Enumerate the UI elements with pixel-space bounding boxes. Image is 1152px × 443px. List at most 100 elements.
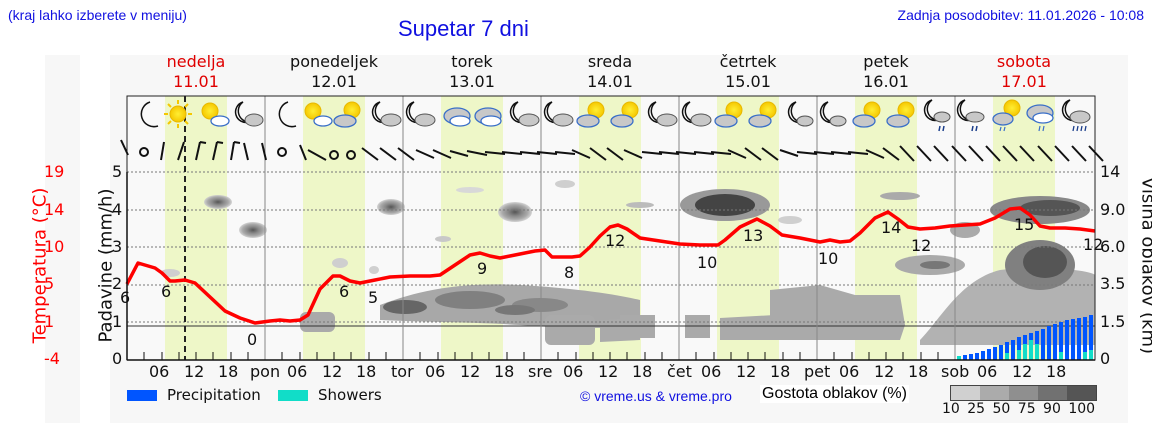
moon-icon — [278, 101, 297, 128]
precipitation-swatch — [127, 390, 157, 401]
temp-tick: -4 — [44, 349, 60, 368]
temp-label: 6 — [339, 282, 349, 301]
cloud-tick: 9.0 — [1100, 200, 1126, 219]
moon-cloud-icon — [509, 101, 540, 127]
sun-cloud-icon — [748, 101, 777, 128]
moon-icon — [140, 101, 159, 128]
x-tick: 18 — [908, 362, 929, 381]
sun-cloud-icon — [714, 101, 743, 128]
cloud-rain-icon — [1026, 104, 1054, 132]
precip-tick: 4 — [112, 200, 123, 219]
sun-cloud-icon — [886, 101, 915, 128]
sun-cloud-rain-icon — [992, 99, 1021, 132]
location-hint: (kraj lahko izberete v meniju) — [8, 7, 187, 23]
sun-cloud-icon — [201, 102, 230, 127]
cloud-density-scale — [950, 385, 1097, 401]
x-tick: 18 — [1046, 362, 1067, 381]
temp-tick: 14 — [44, 200, 65, 219]
precipitation-legend-label: Precipitation — [167, 386, 261, 404]
temp-tick: 10 — [44, 237, 65, 256]
last-update: Zadnja posodobitev: 11.01.2026 - 10:08 — [897, 7, 1144, 23]
cloud-tick: 1.5 — [1100, 312, 1126, 331]
temp-label: 10 — [697, 253, 717, 272]
precipitation-bars — [957, 315, 1093, 360]
day-header-7: sobota 17.01 — [996, 52, 1052, 91]
page-title: Supetar 7 dni — [398, 16, 529, 41]
precip-tick: 3 — [112, 237, 123, 256]
sun-cloud-icon — [333, 101, 361, 128]
temp-label: 6 — [161, 282, 171, 301]
x-tick: 18 — [494, 362, 515, 381]
moon-cloud-icon — [819, 101, 847, 127]
temp-tick: 19 — [44, 162, 65, 181]
x-tick: 18 — [770, 362, 791, 381]
x-tick: 12 — [1012, 362, 1033, 381]
x-tick: 12 — [184, 362, 205, 381]
temp-label: 6 — [120, 288, 130, 307]
temp-label: 12 — [605, 231, 625, 250]
sun-cloud-icon — [304, 102, 333, 127]
x-tick: 06 — [563, 362, 584, 381]
day-header-5: četrtek 15.01 — [719, 52, 777, 91]
x-tick: 06 — [977, 362, 998, 381]
cloud-tick: 3.5 — [1100, 274, 1126, 293]
showers-legend-label: Showers — [318, 386, 382, 404]
x-tick: 12 — [736, 362, 757, 381]
precip-tick: 0 — [112, 349, 123, 368]
x-tick: sob — [941, 362, 970, 381]
cloud-icon — [474, 107, 502, 127]
precip-tick: 2 — [112, 274, 123, 293]
day-header-4: sreda 14.01 — [587, 52, 633, 91]
sun-cloud-icon — [576, 101, 605, 128]
temp-label: 13 — [743, 226, 763, 245]
x-tick: 06 — [287, 362, 308, 381]
temp-tick: 5 — [44, 274, 55, 293]
temp-tick: 1 — [44, 312, 55, 331]
moon-cloud-icon — [681, 101, 712, 127]
temp-label: 0 — [247, 330, 257, 349]
x-tick: sre — [528, 362, 553, 381]
moon-cloud-icon — [543, 101, 574, 127]
temperature-line — [125, 206, 1096, 325]
x-tick: 06 — [149, 362, 170, 381]
temp-label: 14 — [881, 218, 901, 237]
x-tick: 06 — [701, 362, 722, 381]
x-tick: pon — [250, 362, 281, 381]
temp-label: 12 — [1083, 235, 1103, 254]
x-tick: 18 — [356, 362, 377, 381]
x-axis-ticks — [143, 352, 939, 360]
cloud-tick: 0 — [1100, 349, 1111, 368]
day-header-3: torek 13.01 — [449, 52, 495, 91]
x-tick: 12 — [598, 362, 619, 381]
temp-label: 5 — [368, 288, 378, 307]
x-tick: pet — [804, 362, 831, 381]
cloud-tick: 14 — [1100, 162, 1121, 181]
precip-tick: 1 — [112, 312, 123, 331]
cloud-tick: 6.0 — [1100, 237, 1126, 256]
moon-cloud-heavy-rain-icon — [1061, 99, 1091, 132]
sun-icon — [164, 100, 192, 128]
moon-cloud-icon — [405, 101, 436, 127]
day-header-1: nedelja 11.01 — [166, 52, 226, 91]
moon-cloud-rain-icon — [956, 99, 985, 132]
day-separators — [264, 96, 956, 360]
copyright-link[interactable]: © vreme.us & vreme.pro — [580, 388, 732, 404]
x-tick: čet — [667, 362, 692, 381]
x-tick: 12 — [322, 362, 343, 381]
x-tick: 06 — [839, 362, 860, 381]
sun-cloud-icon — [852, 101, 881, 128]
weather-icons — [140, 99, 1091, 132]
sun-cloud-icon — [610, 101, 639, 128]
temp-axis-panel — [45, 55, 80, 423]
temp-label: 9 — [477, 259, 487, 278]
x-tick: 12 — [460, 362, 481, 381]
temperature-labels: 6 6 0 6 5 9 8 12 10 13 10 14 12 15 12 — [120, 215, 1103, 349]
x-tick: 12 — [874, 362, 895, 381]
x-tick: tor — [391, 362, 414, 381]
x-tick: 06 — [425, 362, 446, 381]
precip-tick: 5 — [112, 162, 123, 181]
cloud-icon — [443, 107, 471, 127]
temp-label: 10 — [818, 249, 838, 268]
moon-cloud-icon — [647, 101, 678, 127]
moon-cloud-icon — [371, 101, 402, 127]
